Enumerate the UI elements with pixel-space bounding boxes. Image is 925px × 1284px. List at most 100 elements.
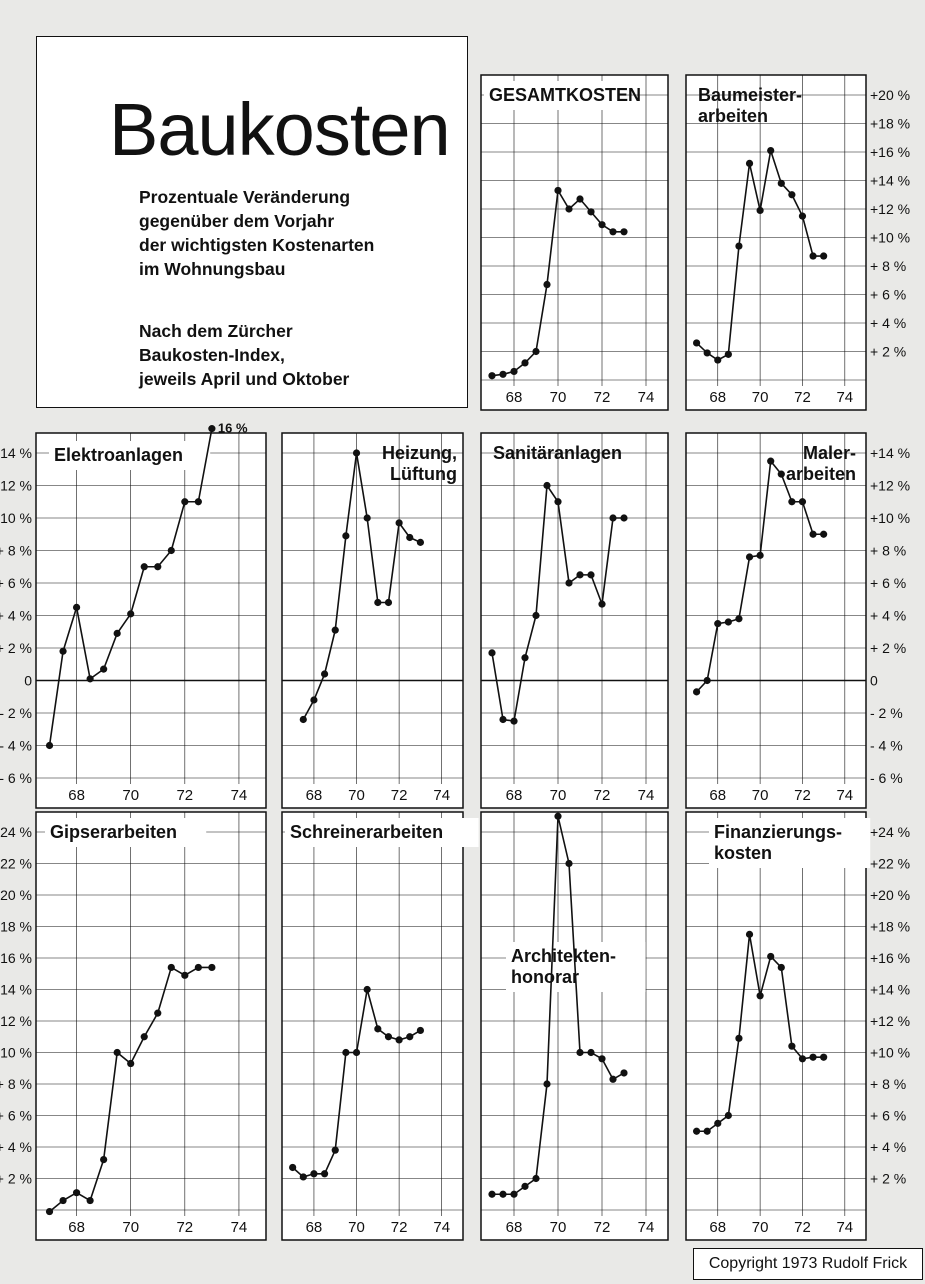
data-point	[714, 620, 722, 628]
data-point	[86, 1196, 94, 1205]
y-tick-label: + 6 %	[870, 287, 906, 303]
data-point	[140, 1033, 148, 1041]
x-tick-label: 70	[348, 787, 365, 804]
x-tick-label: 72	[594, 787, 611, 804]
y-tick-label: +12 %	[870, 201, 910, 217]
data-point	[777, 179, 785, 187]
data-point	[331, 626, 339, 634]
y-tick-label: +22 %	[870, 856, 910, 872]
x-tick-label: 70	[752, 787, 769, 804]
data-point	[703, 349, 711, 357]
y-tick-label: + 6 %	[0, 1108, 32, 1124]
data-point	[320, 670, 329, 678]
data-point	[745, 159, 754, 167]
panel-frame	[685, 74, 867, 411]
data-point	[416, 538, 425, 546]
x-tick-label: 70	[122, 1219, 139, 1236]
data-point	[488, 649, 496, 657]
data-point	[488, 1190, 496, 1198]
y-tick-label: + 8 %	[0, 1076, 32, 1092]
data-point	[352, 449, 361, 457]
y-tick-label: + 8 %	[870, 543, 906, 559]
data-point	[208, 963, 216, 972]
data-point	[154, 1009, 162, 1017]
chart-title: Baumeister-	[698, 85, 802, 105]
data-point	[374, 598, 382, 607]
data-point	[576, 195, 584, 203]
y-tick-label: +16 %	[0, 950, 32, 966]
chart-title: Elektroanlagen	[54, 445, 183, 465]
data-point	[521, 359, 529, 367]
data-point	[140, 563, 148, 571]
data-point	[767, 952, 775, 961]
data-point	[798, 498, 807, 506]
data-point	[554, 498, 562, 506]
y-tick-label: +10 %	[870, 510, 910, 526]
chart-panel-finanzierungs-kosten: 68 70 72 74 +24 % +22 % +20 % +18 % +16 % +14 % +1…	[685, 811, 910, 1241]
data-point	[289, 1163, 297, 1172]
data-point	[735, 242, 743, 250]
data-point	[499, 370, 507, 378]
data-point	[194, 498, 202, 506]
subtitle-line-2: gegenüber dem Vorjahr	[139, 211, 335, 231]
data-point	[777, 470, 785, 478]
data-point	[788, 191, 796, 199]
data-point	[532, 347, 540, 356]
data-point	[208, 425, 216, 433]
data-point	[820, 1053, 828, 1061]
y-tick-label: +18 %	[870, 116, 910, 132]
y-tick-label: + 6 %	[870, 575, 906, 591]
y-tick-label: +10 %	[0, 510, 32, 526]
data-point	[181, 498, 189, 506]
y-tick-label: +16 %	[870, 144, 910, 160]
data-point	[798, 1055, 807, 1063]
y-tick-label: +18 %	[870, 919, 910, 935]
panel-frame	[480, 74, 669, 411]
data-point	[384, 1033, 393, 1041]
data-point	[363, 985, 371, 994]
y-tick-label: + 2 %	[870, 1171, 906, 1187]
x-tick-label: 68	[306, 1219, 323, 1236]
data-point	[521, 1182, 529, 1190]
data-point	[406, 533, 414, 542]
data-point	[554, 812, 562, 820]
y-tick-label: + 2 %	[0, 640, 32, 656]
data-point	[543, 1080, 551, 1088]
data-point	[543, 481, 551, 490]
data-point	[310, 696, 318, 704]
chart-title: Schreinerarbeiten	[290, 822, 443, 842]
y-tick-label: + 8 %	[0, 543, 32, 559]
data-point	[299, 715, 307, 724]
data-point	[609, 228, 617, 236]
y-tick-label: +10 %	[870, 1045, 910, 1061]
data-point	[565, 579, 573, 587]
x-tick-label: 68	[506, 1219, 523, 1236]
x-tick-label: 72	[391, 787, 408, 804]
data-point	[416, 1026, 425, 1035]
data-point	[587, 571, 595, 579]
data-point	[86, 675, 94, 683]
title-backdrop	[49, 441, 211, 470]
data-point	[745, 930, 754, 938]
data-point	[692, 688, 701, 696]
y-tick-label: +10 %	[0, 1045, 32, 1061]
x-tick-label: 74	[836, 389, 853, 406]
y-tick-label: +20 %	[0, 887, 32, 903]
x-tick-label: 68	[68, 1219, 85, 1236]
y-tick-label: + 8 %	[870, 258, 906, 274]
chart-title: Gipserarbeiten	[50, 822, 177, 842]
y-tick-label: - 6 %	[870, 770, 903, 786]
chart-panel-gesamtkosten: 68 70 72 74 GESAMTKOSTEN	[480, 74, 669, 411]
x-tick-label: 68	[506, 787, 523, 804]
data-point	[154, 563, 162, 571]
x-tick-label: 72	[391, 1219, 408, 1236]
data-point	[598, 1055, 606, 1063]
x-tick-label: 70	[348, 1219, 365, 1236]
data-point	[488, 372, 496, 380]
data-point	[714, 1119, 722, 1127]
data-point	[576, 1048, 584, 1057]
data-point	[565, 859, 573, 868]
y-tick-label: +12 %	[0, 1013, 32, 1029]
panel-frame	[281, 811, 464, 1241]
